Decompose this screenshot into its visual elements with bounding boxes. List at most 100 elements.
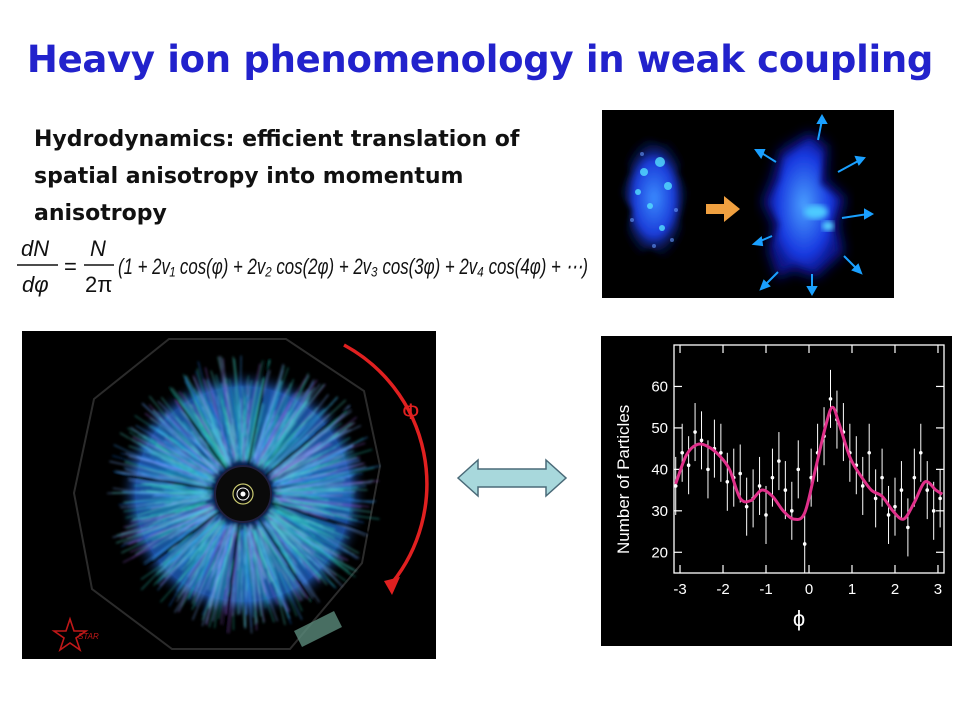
data-point	[925, 488, 930, 492]
track	[273, 437, 364, 483]
slide-title: Heavy ion phenomenology in weak coupling	[26, 38, 934, 81]
data-point	[906, 525, 910, 530]
track	[163, 519, 218, 566]
track	[182, 449, 219, 472]
x-tick-label: 2	[891, 581, 899, 598]
track	[159, 516, 223, 587]
data-point	[828, 397, 833, 401]
track	[269, 509, 344, 562]
track	[271, 399, 346, 469]
track	[268, 519, 294, 547]
track	[225, 523, 236, 615]
track	[124, 461, 205, 485]
track	[249, 525, 252, 571]
harmonics-equation: dN dφ = N 2π (1 + 2v₁ cos(φ) + 2v₂ cos(2…	[17, 236, 588, 297]
track	[165, 445, 217, 475]
track	[195, 529, 226, 603]
particle-tracks	[104, 355, 381, 634]
track	[157, 430, 218, 474]
track	[136, 496, 209, 517]
track	[160, 522, 226, 603]
track	[229, 387, 242, 459]
track	[130, 505, 211, 523]
track	[179, 391, 227, 459]
track	[244, 533, 247, 565]
track	[237, 526, 241, 615]
track	[251, 413, 269, 463]
track	[165, 411, 216, 470]
track	[247, 531, 275, 623]
phi-arrow-icon	[343, 343, 429, 595]
data-point	[725, 480, 730, 484]
flow-arrows-icon	[751, 113, 875, 297]
track	[164, 437, 216, 477]
track	[272, 410, 352, 473]
track	[139, 509, 215, 541]
y-tick-label: 60	[651, 378, 668, 395]
data-point	[693, 430, 697, 434]
track	[281, 485, 348, 495]
data-point	[719, 450, 723, 455]
track	[258, 423, 286, 466]
track	[112, 487, 207, 498]
track	[272, 488, 368, 491]
track	[183, 392, 225, 464]
track	[254, 531, 273, 583]
y-tick-label: 30	[651, 503, 668, 520]
track	[182, 421, 223, 468]
track	[250, 529, 254, 596]
track	[219, 355, 236, 457]
track	[253, 530, 266, 579]
track	[281, 494, 355, 500]
track	[281, 467, 375, 490]
track	[277, 457, 359, 484]
sector-gap	[258, 518, 320, 613]
track	[188, 523, 226, 599]
track	[269, 516, 316, 553]
track	[277, 498, 362, 508]
track	[140, 522, 217, 580]
track	[177, 456, 213, 476]
track	[263, 422, 284, 464]
track	[151, 486, 214, 494]
track	[213, 527, 234, 607]
body-line-2: spatial anisotropy into momentum	[34, 164, 464, 189]
y-tick-label: 50	[651, 420, 668, 437]
track	[186, 519, 222, 566]
track	[177, 522, 223, 569]
track	[276, 443, 333, 473]
track	[239, 531, 246, 627]
data-point	[706, 467, 710, 472]
track	[188, 525, 228, 601]
track	[116, 506, 214, 544]
star-event-display: Φ STAR	[22, 331, 436, 659]
track	[262, 410, 293, 460]
track	[261, 379, 318, 465]
track	[260, 375, 310, 465]
data-point	[757, 484, 762, 488]
track	[251, 528, 267, 569]
eq-rhs-numerator: N	[90, 236, 106, 261]
hydro-simulation-image	[602, 110, 894, 298]
track	[264, 397, 338, 474]
track	[259, 528, 282, 596]
track	[273, 518, 343, 587]
eq-rhs-denominator: 2π	[85, 272, 112, 297]
track	[197, 361, 230, 462]
track	[231, 423, 238, 458]
track	[273, 444, 354, 483]
track	[280, 503, 364, 523]
data-point	[783, 488, 788, 492]
data-point	[686, 463, 691, 468]
phi-label: Φ	[402, 399, 420, 424]
track	[190, 431, 219, 470]
data-point	[918, 450, 923, 455]
initial-state-lumpy	[620, 136, 688, 260]
track	[267, 437, 298, 467]
data-point	[796, 467, 801, 472]
track	[259, 528, 305, 598]
track	[247, 532, 256, 605]
double-arrow-icon	[456, 458, 568, 498]
track	[279, 456, 361, 481]
track	[181, 526, 221, 595]
